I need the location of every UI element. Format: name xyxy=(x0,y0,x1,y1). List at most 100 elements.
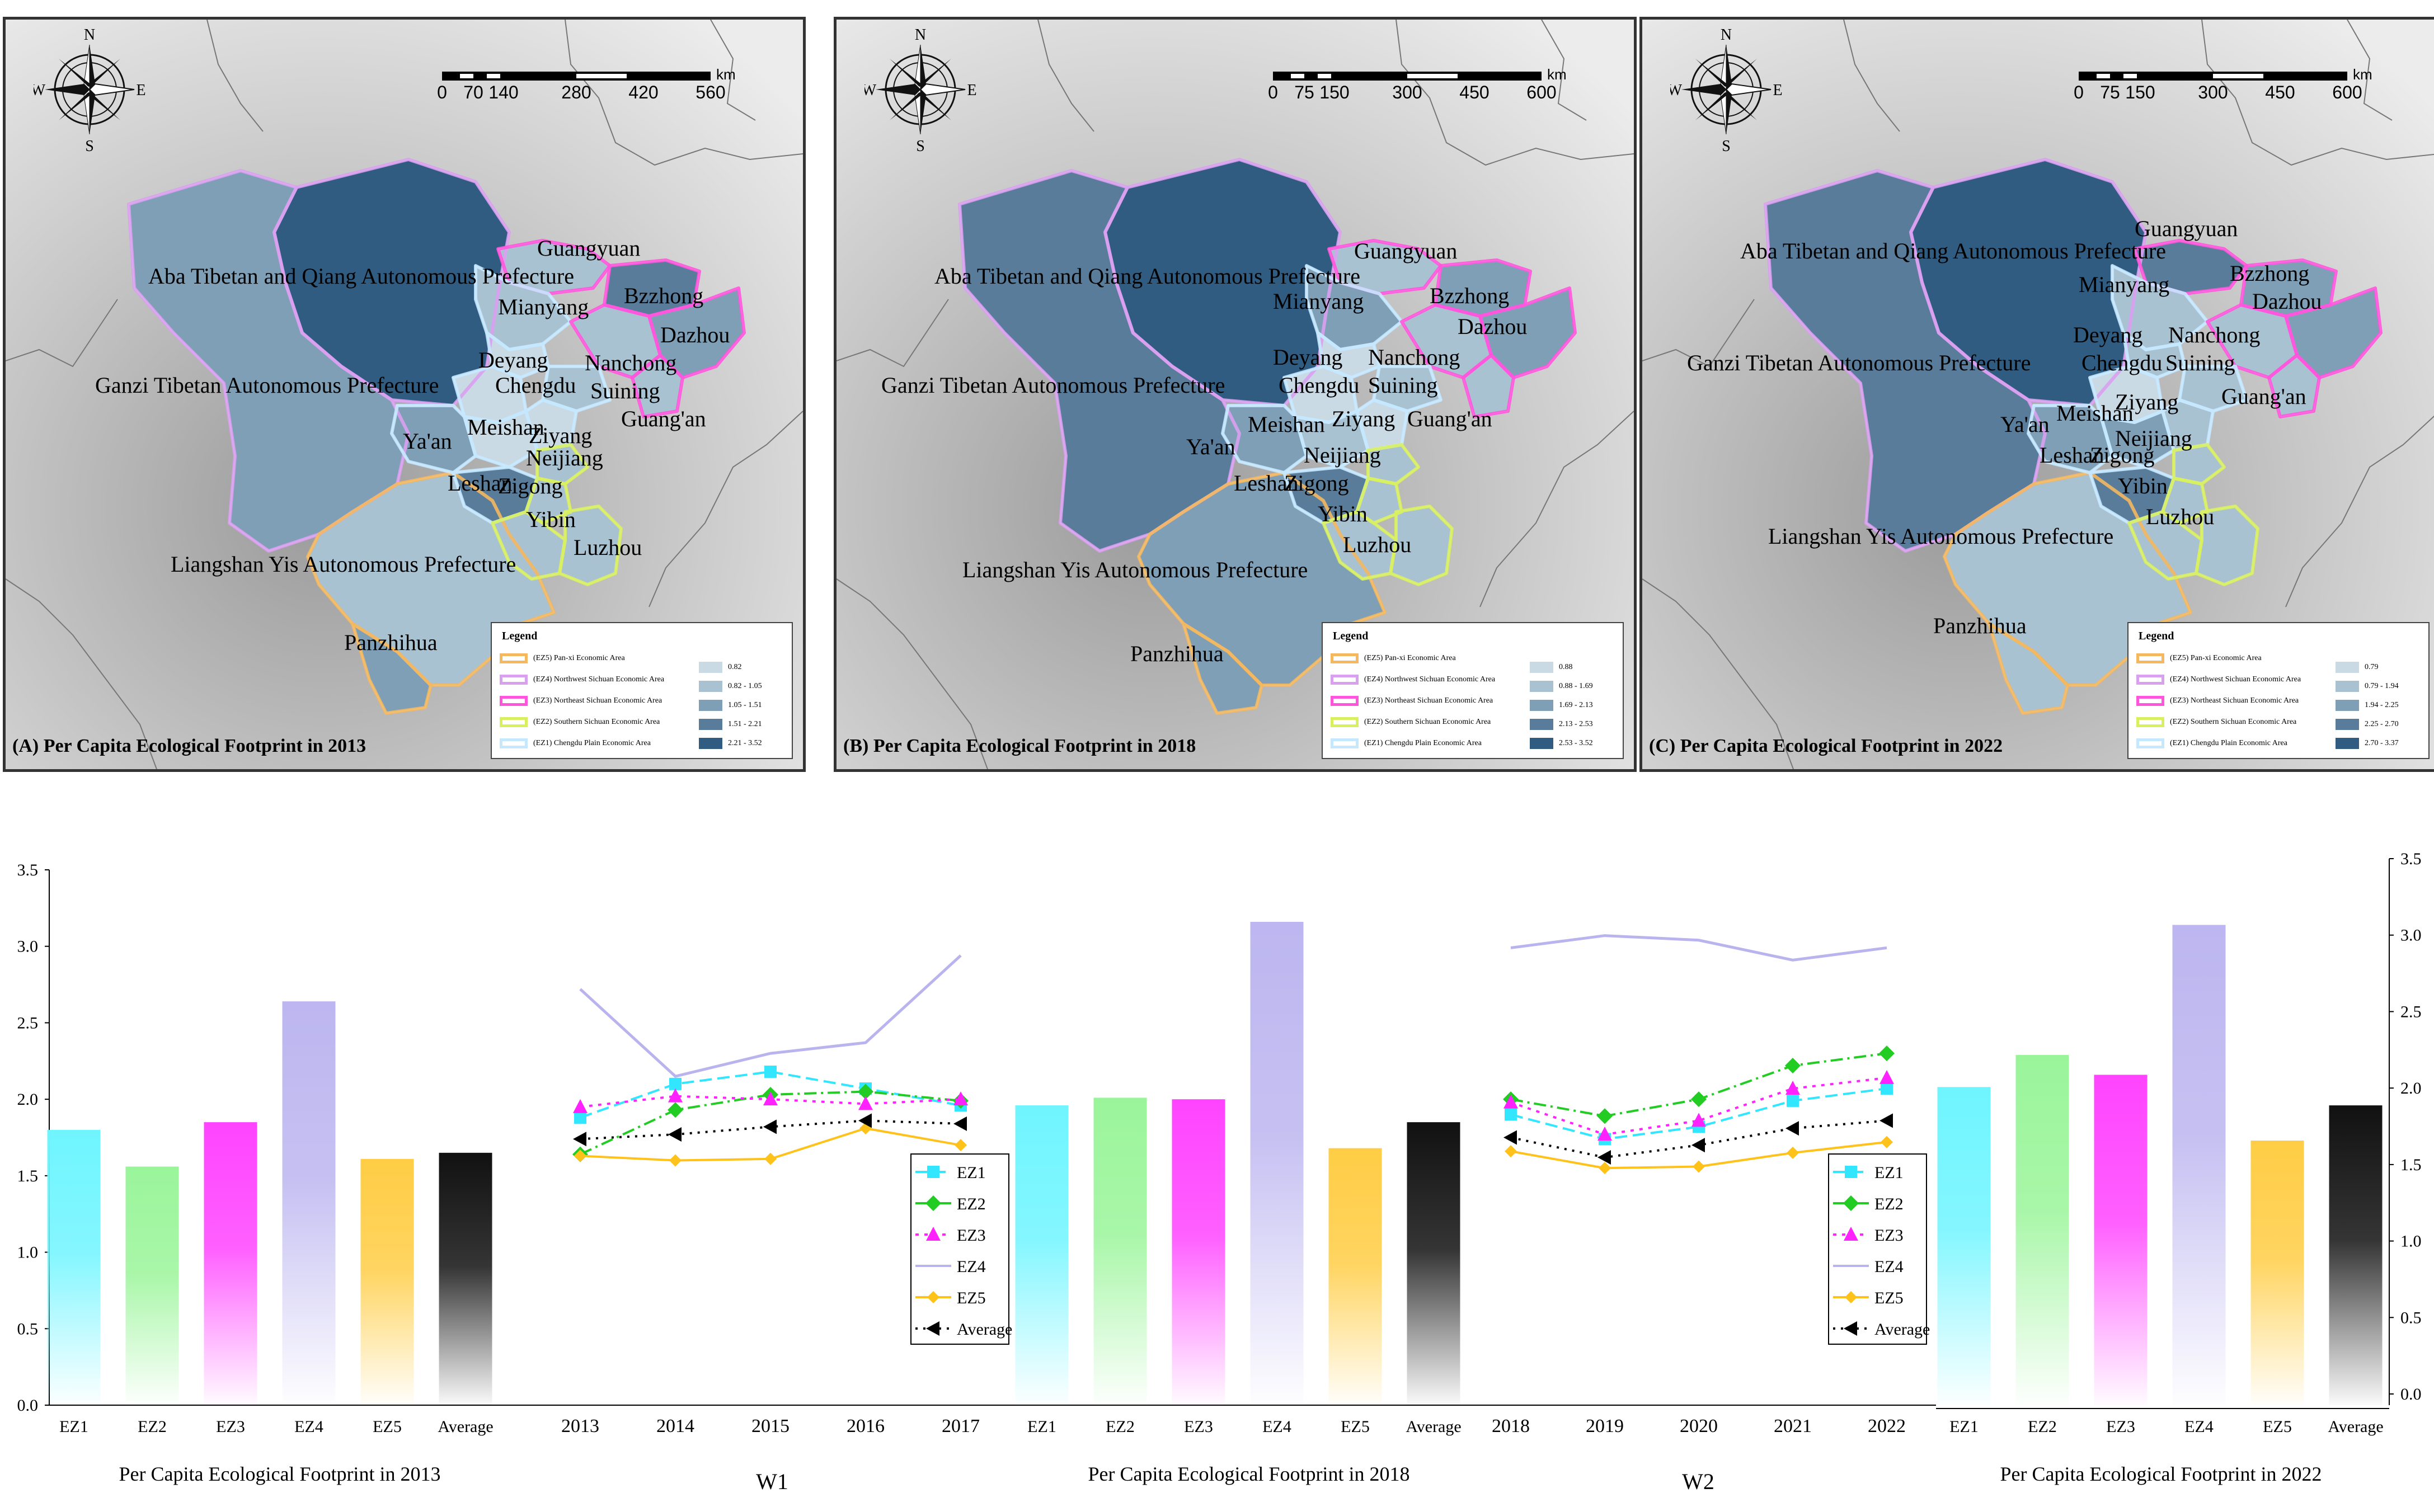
map-label: Zigong xyxy=(498,473,563,498)
scale-tick-label: 140 xyxy=(488,82,518,102)
compass-w: W xyxy=(864,82,877,99)
map-label: Dazhou xyxy=(1458,314,1528,339)
legend-label: EZ5 xyxy=(957,1289,986,1307)
zone-border-pzh xyxy=(1987,622,2069,715)
x-tick-label: EZ3 xyxy=(2106,1417,2135,1436)
bars-2018-bar-ez5 xyxy=(1328,1148,1382,1405)
map-label: Luzhou xyxy=(2146,504,2215,529)
compass-e: E xyxy=(1773,82,1782,99)
y-tick-label-right: 3.5 xyxy=(2400,850,2422,868)
x-tick-label: EZ2 xyxy=(2028,1417,2057,1436)
map-label: Neijiang xyxy=(2115,426,2192,451)
map-label: Dazhou xyxy=(2252,289,2322,314)
scale-tick-label: 280 xyxy=(561,82,591,102)
legend-range-item: 2.13 - 2.53 xyxy=(1530,717,1593,732)
scale-tick-label: 75 xyxy=(2100,82,2120,102)
zone-border-yaan xyxy=(1221,404,1308,474)
map-label: Nanchong xyxy=(585,350,677,375)
panel-title: (B) Per Capita Ecological Footprint in 2… xyxy=(843,736,1196,756)
x-tick-label: 2014 xyxy=(656,1416,694,1436)
province-boundary-line xyxy=(649,411,803,607)
scale-unit: km xyxy=(716,67,736,83)
legend-area-label: (EZ4) Northwest Sichuan Economic Area xyxy=(533,675,665,684)
map-label: Yibin xyxy=(1318,501,1368,526)
legend-range-item: 2.70 - 3.37 xyxy=(2336,736,2399,751)
x-tick-label: EZ4 xyxy=(294,1417,323,1436)
y-tick-label-right: 0.5 xyxy=(2400,1308,2422,1327)
x-tick-label: EZ3 xyxy=(1184,1417,1213,1436)
w2-point-average xyxy=(1597,1150,1611,1165)
map-label: Ziyang xyxy=(1332,406,1395,431)
map-label: Yibin xyxy=(2118,473,2168,498)
legend-area-label: (EZ3) Northeast Sichuan Economic Area xyxy=(533,696,662,705)
legend-range-swatch xyxy=(699,719,722,730)
map-legend: Legend (EZ5) Pan-xi Economic Area (EZ4) No… xyxy=(2127,622,2430,759)
map-label: Yibin xyxy=(526,507,576,532)
legend-area-swatch xyxy=(2136,653,2164,663)
x-tick-label: Average xyxy=(2328,1417,2383,1436)
w1-point-ez1 xyxy=(669,1077,682,1090)
map-label: Guang'an xyxy=(2221,384,2306,409)
scale-bar: 0 75 150 300 450 600 km xyxy=(1267,66,1581,106)
w2-line-average xyxy=(1510,1119,1887,1159)
compass-rose-icon: N S W E xyxy=(1667,26,1783,155)
zone-border-suining xyxy=(1372,365,1442,413)
province-boundary-line xyxy=(2285,415,2434,607)
legend-area-label: (EZ3) Northeast Sichuan Economic Area xyxy=(1364,696,1493,705)
legend-range-label: 1.51 - 2.21 xyxy=(728,720,762,728)
w1-point-ez3 xyxy=(668,1088,683,1103)
province-boundary-line xyxy=(565,20,803,166)
legend-area-swatch xyxy=(1331,675,1359,685)
w2-point-average xyxy=(1503,1130,1517,1145)
legend-area-swatch xyxy=(1331,717,1359,727)
legend-label: EZ2 xyxy=(957,1195,986,1213)
map-label: Neijiang xyxy=(1304,442,1381,468)
legend-area-swatch xyxy=(1331,738,1359,748)
map-label: Aba Tibetan and Qiang Autonomous Prefect… xyxy=(1740,238,2166,263)
w1-point-ez3 xyxy=(573,1099,588,1113)
legend-range-item: 0.88 xyxy=(1530,660,1573,675)
map-label: Guang'an xyxy=(621,406,706,431)
bars-2022-bar-ez1 xyxy=(1937,1087,1991,1405)
y-tick-label-left: 0.0 xyxy=(17,1396,39,1415)
map-label: Luzhou xyxy=(574,535,642,560)
w1-point-ez3 xyxy=(953,1091,968,1106)
compass-e: E xyxy=(967,82,976,99)
w2-point-ez5 xyxy=(1505,1145,1517,1158)
legend-title: Legend xyxy=(1333,630,1369,642)
legend-area-label: (EZ4) Northwest Sichuan Economic Area xyxy=(2170,675,2301,684)
w1-point-average xyxy=(953,1116,967,1131)
map-panel-C: Aba Tibetan and Qiang Autonomous Prefect… xyxy=(1639,17,2434,772)
x-tick-label: EZ2 xyxy=(138,1417,167,1436)
w2-point-ez2 xyxy=(1597,1108,1613,1124)
scale-tick-label: 150 xyxy=(1319,82,1349,102)
map-label: Guang'an xyxy=(1407,406,1492,431)
legend-area-swatch xyxy=(500,738,528,748)
map-svg xyxy=(6,20,803,769)
legend-range-swatch xyxy=(699,738,722,749)
map-label: Deyang xyxy=(1273,345,1343,370)
legend-area-item: (EZ4) Northwest Sichuan Economic Area xyxy=(2136,672,2301,687)
legend-area-item: (EZ2) Southern Sichuan Economic Area xyxy=(500,715,660,729)
legend-area-label: (EZ1) Chengdu Plain Economic Area xyxy=(1364,739,1482,747)
legend-range-item: 0.88 - 1.69 xyxy=(1530,679,1593,694)
w1-point-average xyxy=(668,1127,682,1142)
x-tick-label: 2019 xyxy=(1586,1416,1624,1436)
w1-point-ez2 xyxy=(668,1102,683,1118)
map-label: Suining xyxy=(590,378,660,403)
map-label: Dazhou xyxy=(660,322,730,347)
zone-border-pzh xyxy=(351,622,433,715)
map-label: Leshan xyxy=(448,470,513,496)
legend-area-label: (EZ5) Pan-xi Economic Area xyxy=(533,654,625,662)
w1-point-ez1 xyxy=(764,1065,777,1078)
zone-border-luzhou xyxy=(558,505,623,586)
x-tick-label: 2020 xyxy=(1680,1416,1718,1436)
compass-n: N xyxy=(1721,26,1732,44)
map-label: Panzhihua xyxy=(344,630,438,655)
x-tick-label: 2022 xyxy=(1868,1416,1906,1436)
scale-tick-label: 75 xyxy=(1294,82,1314,102)
w1-point-ez1 xyxy=(574,1111,586,1124)
w2-point-ez2 xyxy=(1785,1057,1801,1073)
legend-range-item: 1.94 - 2.25 xyxy=(2336,698,2399,713)
y-tick-label-left: 3.0 xyxy=(17,938,39,956)
